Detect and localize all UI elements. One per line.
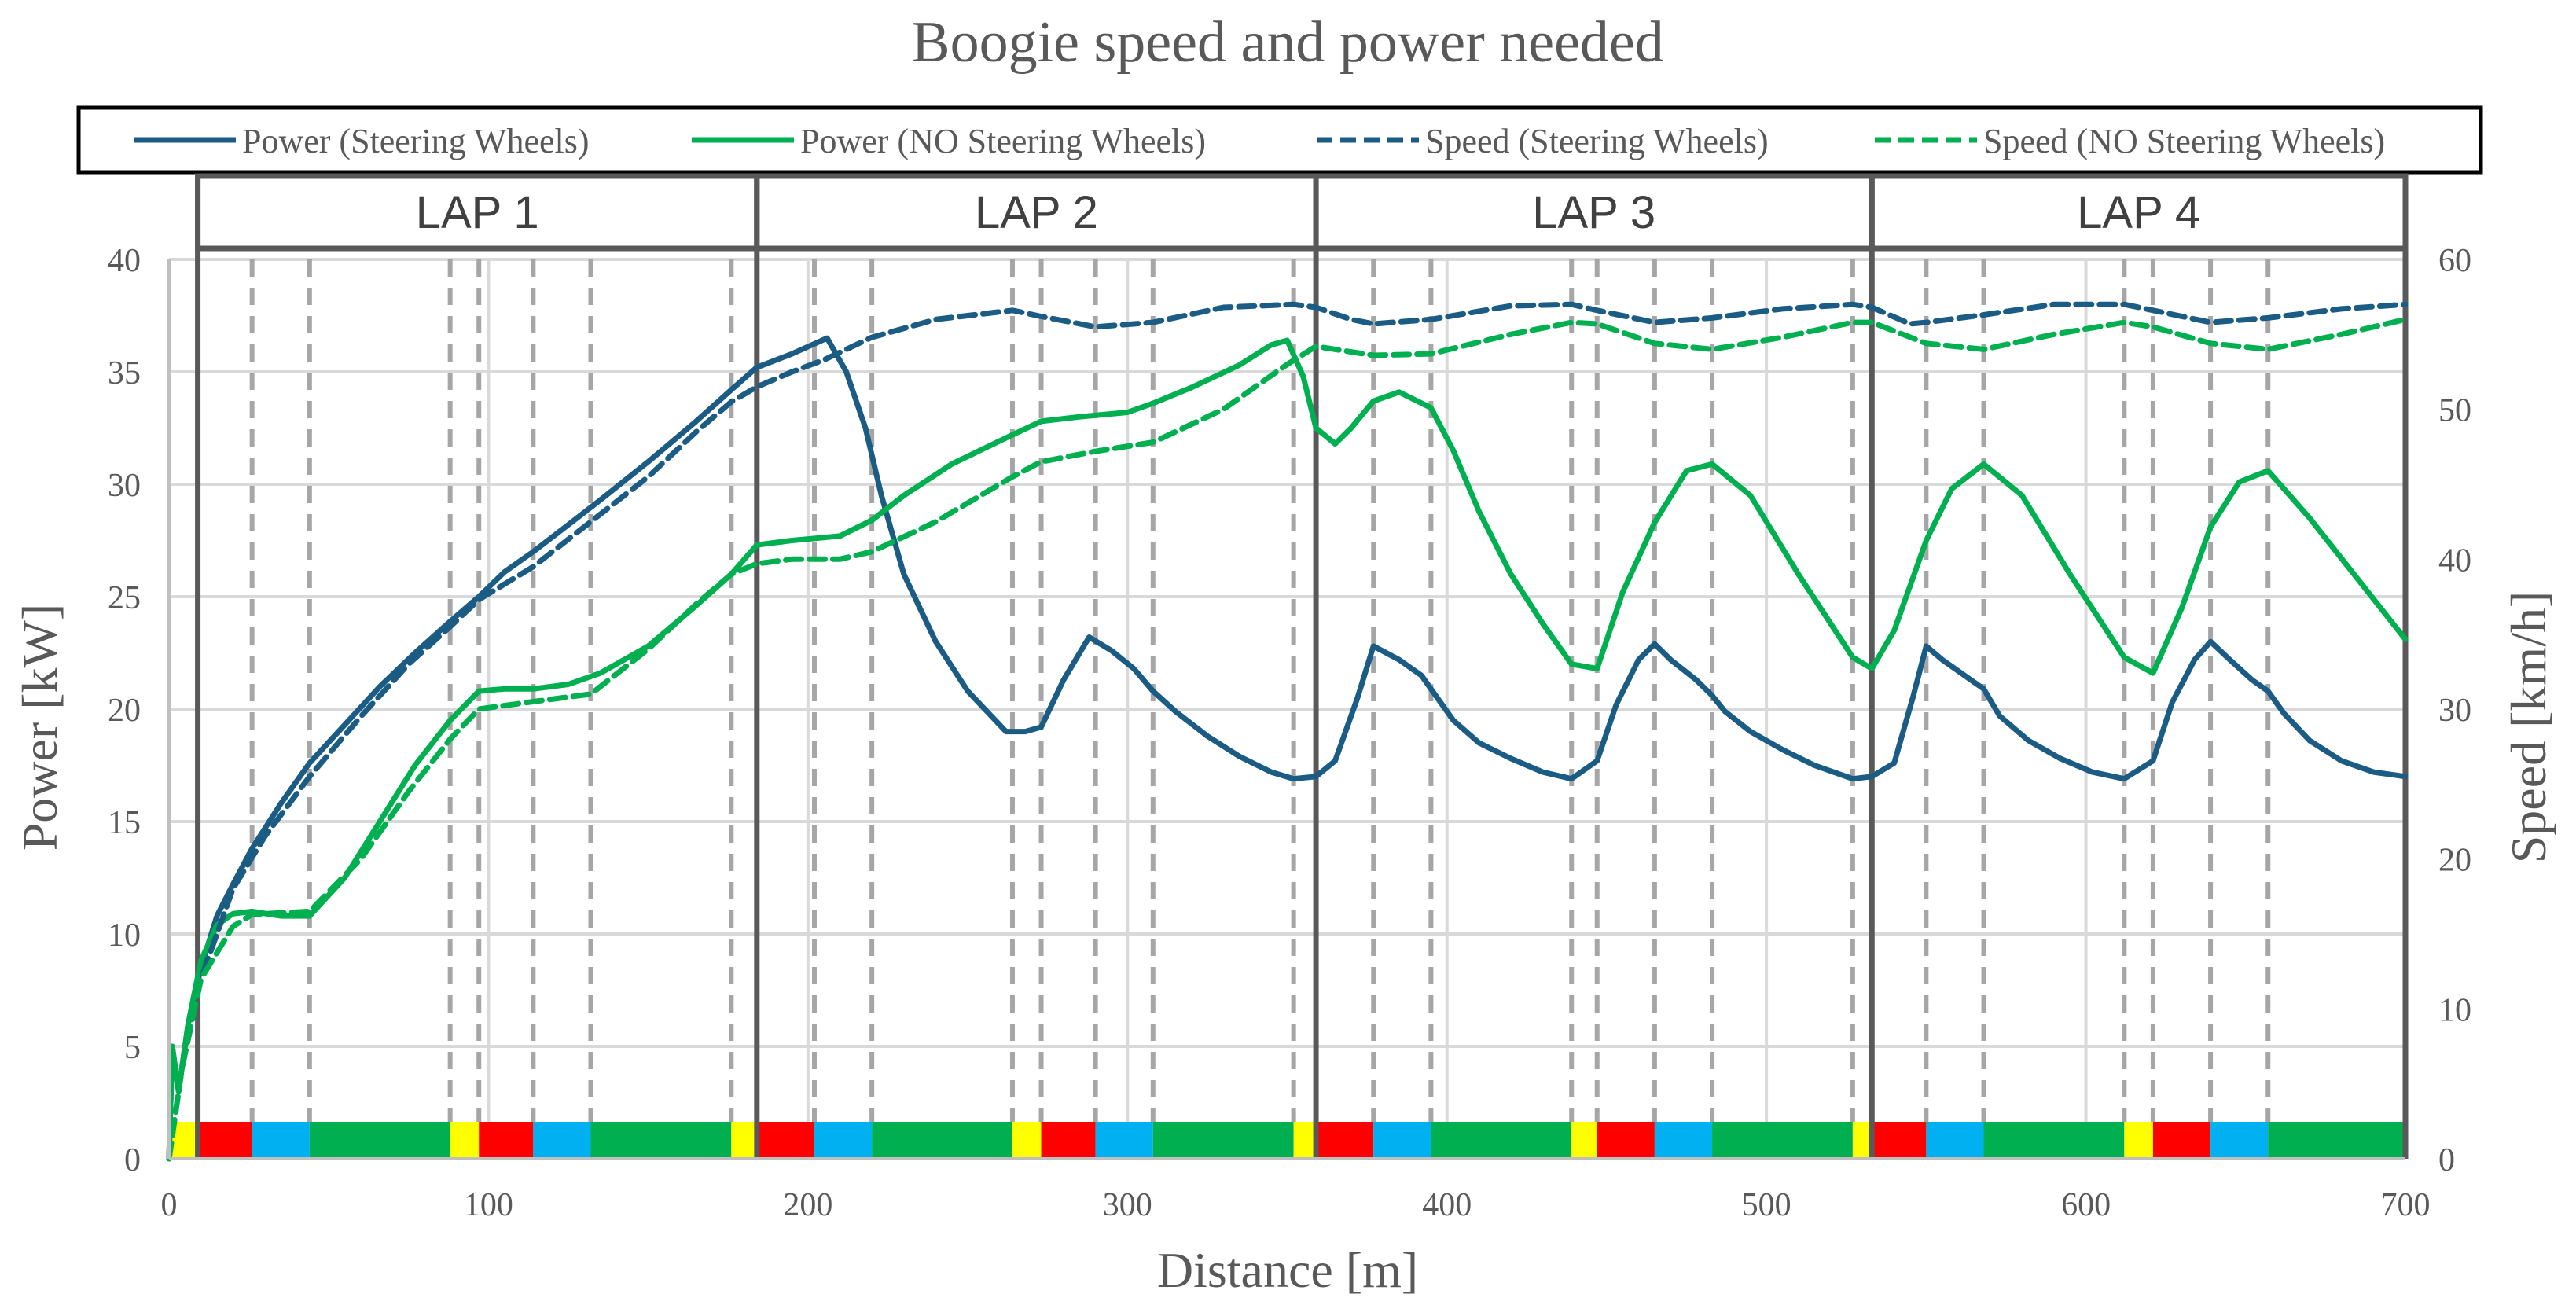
y-tick-label-10: 10: [108, 917, 141, 954]
track-segment-yellow: [1852, 1122, 1872, 1159]
legend: Power (Steering Wheels) Power (NO Steeri…: [134, 122, 2385, 160]
x-tick-label-100: 100: [464, 1187, 513, 1223]
lap-frames: LAP 1 LAP 2 LAP 3 LAP 4: [195, 173, 2409, 1159]
y2-tick-label-40: 40: [2438, 542, 2471, 579]
track-segment-blue: [814, 1122, 873, 1159]
track-segment-green: [1712, 1122, 1853, 1159]
y-tick-label-0: 0: [124, 1142, 141, 1178]
track-segment-blue: [533, 1122, 591, 1159]
track-segment-blue: [1373, 1122, 1431, 1159]
series: [166, 301, 2409, 1162]
track-segment-red: [2152, 1122, 2211, 1159]
x-tick-label-0: 0: [161, 1187, 178, 1223]
track-segment-green: [1983, 1122, 2125, 1159]
legend-label-speed-steering: Speed (Steering Wheels): [1425, 122, 1769, 160]
track-segment-red: [1316, 1122, 1374, 1159]
y2-tick-label-30: 30: [2438, 693, 2471, 729]
track-segment-green: [872, 1122, 1012, 1159]
y-tick-label-35: 35: [108, 355, 141, 391]
y-tick-label-30: 30: [108, 468, 141, 504]
y2-axis-title: Speed [km/h]: [2501, 591, 2556, 864]
y2-tick-label-50: 50: [2438, 393, 2471, 429]
lap-label-1: LAP 1: [416, 187, 539, 238]
track-segment-blue: [1926, 1122, 1984, 1159]
track-segment-green: [1152, 1122, 1294, 1159]
gridlines: [169, 258, 2407, 1159]
y2-tick-label-60: 60: [2438, 243, 2471, 279]
x-tick-label-500: 500: [1742, 1187, 1791, 1223]
track-segment-red: [1041, 1122, 1096, 1159]
x-tick-label-200: 200: [783, 1187, 832, 1223]
x-tick-label-600: 600: [2061, 1187, 2111, 1223]
track-segment-yellow: [731, 1122, 757, 1159]
y-axis-title: Power [kW]: [12, 604, 68, 851]
x-axis-title: Distance [m]: [1157, 1242, 1418, 1298]
track-segment-blue: [252, 1122, 310, 1159]
lap-header-3: [1313, 173, 1875, 252]
series-line-power-no-steering-wheels: [166, 337, 2409, 1162]
y2-tick-label-20: 20: [2438, 843, 2471, 879]
series-line-power-steering-wheels: [166, 335, 2409, 1162]
track-segment-green: [309, 1122, 450, 1159]
track-bar: [169, 1122, 2405, 1159]
legend-label-speed-no-steering: Speed (NO Steering Wheels): [1983, 122, 2385, 160]
track-segment-red: [479, 1122, 534, 1159]
track-segment-yellow: [1293, 1122, 1317, 1159]
track-segment-yellow: [1012, 1122, 1042, 1159]
y-tick-label-20: 20: [108, 693, 141, 729]
track-segment-blue: [1095, 1122, 1153, 1159]
lap-label-2: LAP 2: [975, 187, 1098, 238]
track-segment-blue: [2210, 1122, 2269, 1159]
series-line-speed-no-steering-wheels: [166, 316, 2409, 1162]
y-tick-label-15: 15: [108, 805, 141, 841]
y-tick-label-25: 25: [108, 580, 141, 616]
track-segment-green: [590, 1122, 732, 1159]
section-boundaries: [249, 259, 2408, 1122]
track-segment-red: [756, 1122, 814, 1159]
legend-label-power-steering: Power (Steering Wheels): [242, 122, 590, 160]
track-segment-yellow: [450, 1122, 480, 1159]
legend-label-power-no-steering: Power (NO Steering Wheels): [800, 122, 1206, 160]
track-segment-red: [197, 1122, 252, 1159]
chart-title: Boogie speed and power needed: [911, 10, 1664, 75]
track-segment-green: [1431, 1122, 1572, 1159]
track-segment-blue: [1654, 1122, 1713, 1159]
series-line-speed-steering-wheels: [166, 301, 2409, 1162]
y-tick-label-5: 5: [124, 1030, 141, 1066]
y2-tick-label-10: 10: [2438, 992, 2471, 1028]
lap-label-4: LAP 4: [2077, 187, 2200, 238]
track-segment-red: [1597, 1122, 1655, 1159]
track-segment-red: [1872, 1122, 1927, 1159]
track-segment-yellow: [1571, 1122, 1597, 1159]
x-tick-label-700: 700: [2381, 1187, 2431, 1223]
lap-header-4: [1869, 173, 2409, 252]
lap-label-3: LAP 3: [1532, 187, 1655, 238]
track-segment-green: [2268, 1122, 2405, 1159]
legend-box: [76, 105, 2483, 175]
y-tick-label-40: 40: [108, 243, 141, 279]
y2-tick-label-0: 0: [2438, 1142, 2455, 1178]
track-segment-yellow: [2124, 1122, 2153, 1159]
x-tick-label-300: 300: [1103, 1187, 1152, 1223]
x-tick-label-400: 400: [1422, 1187, 1472, 1223]
